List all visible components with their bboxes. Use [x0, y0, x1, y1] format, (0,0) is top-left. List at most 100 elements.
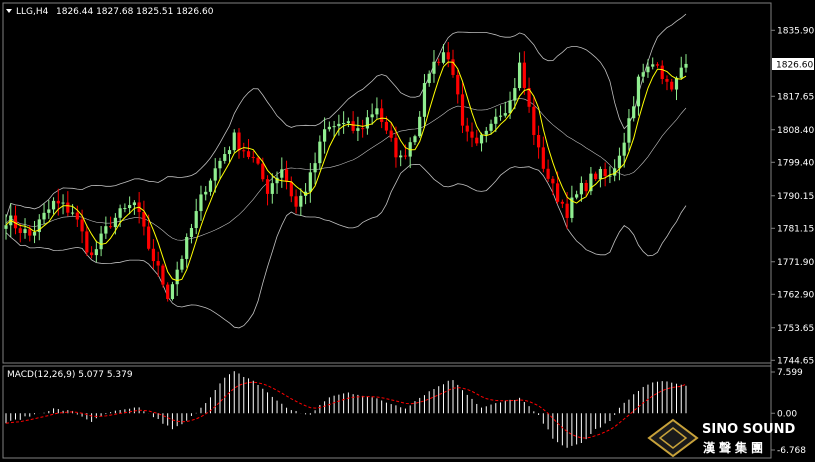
candle-body [655, 64, 660, 66]
candle-body [13, 215, 18, 229]
candle-body [508, 100, 512, 114]
candle-body [513, 88, 517, 101]
candle-body [418, 116, 422, 137]
ohlc-readout: 1826.44 1827.68 1825.51 1826.60 [56, 7, 214, 17]
candle-body [18, 228, 22, 234]
candle-body [113, 217, 117, 228]
candle-body [456, 74, 460, 95]
candle-body [256, 157, 260, 164]
candle-body [51, 200, 56, 210]
candle-body [579, 182, 583, 195]
candle-body [670, 81, 674, 90]
candle-body [422, 83, 427, 117]
price-tick-label: 1771.90 [777, 258, 814, 268]
candle-body [489, 123, 493, 131]
candle-body [89, 252, 94, 256]
candle-body [617, 155, 622, 169]
candle-body [389, 130, 393, 138]
candle-body [204, 191, 208, 195]
candle-body [85, 231, 89, 253]
candle-body [99, 233, 103, 250]
candle-body [42, 212, 46, 220]
candle-body [261, 163, 265, 180]
candle-body [75, 212, 79, 220]
candle-body [37, 219, 41, 233]
macd-tick-label: 0.00 [777, 409, 797, 419]
candle-body [551, 178, 555, 184]
logo-diamond-icon [647, 418, 699, 458]
candle-body [109, 226, 113, 228]
candle-body [342, 123, 346, 125]
candle-body [56, 200, 60, 204]
moving-average-line [5, 61, 687, 282]
candle-body [660, 65, 664, 79]
candle-body [399, 155, 403, 158]
candle-body [166, 284, 170, 299]
candle-body [437, 61, 441, 63]
candle-body [646, 66, 650, 73]
candle-body [565, 203, 569, 218]
candle-body [622, 142, 626, 156]
candle-body [318, 141, 322, 164]
candle-body [651, 64, 655, 67]
bollinger-bands [5, 13, 687, 329]
candle-body [432, 61, 436, 74]
logo-inner-diamond-icon [658, 427, 688, 449]
candle-body [384, 121, 389, 131]
candle-body [80, 219, 84, 232]
candle-body [208, 180, 213, 192]
macd-tick-label: 7.599 [777, 368, 803, 378]
candle-body [313, 163, 317, 173]
price-tick-label: 1744.65 [777, 356, 814, 366]
price-tick-label: 1753.65 [777, 324, 814, 334]
macd-series [5, 371, 687, 448]
candle-body [589, 173, 593, 192]
candle-body [594, 173, 598, 180]
candle-body [361, 128, 365, 130]
bollinger-lower-line [5, 163, 687, 329]
candle-body [337, 123, 341, 127]
candle-body [527, 87, 531, 107]
candle-body [147, 226, 151, 249]
candle-body [522, 62, 526, 88]
candle-body [251, 156, 255, 158]
candle-body [237, 132, 241, 151]
candle-body [608, 175, 612, 177]
candle-body [213, 168, 217, 181]
candle-body [465, 125, 469, 132]
current-price-label: 1826.60 [776, 61, 813, 71]
candle-body [570, 197, 574, 218]
candle-body [199, 194, 203, 212]
bollinger-middle-line [5, 98, 687, 241]
candle-body [636, 76, 641, 107]
price-tick-label: 1817.65 [777, 92, 814, 102]
brand-name-cn: 漢聲集團 [703, 440, 767, 455]
candle-body [346, 121, 350, 124]
candle-body [28, 229, 32, 236]
bollinger-upper-line [5, 13, 687, 219]
candle-body [460, 94, 465, 126]
candle-body [185, 236, 189, 259]
candle-body [441, 52, 446, 63]
candle-body [494, 116, 498, 124]
candle-body [641, 72, 645, 77]
candle-body [189, 228, 194, 237]
candle-body [299, 195, 303, 207]
candle-body [674, 77, 679, 90]
candle-body [546, 168, 550, 179]
symbol-dropdown-icon[interactable] [6, 9, 12, 13]
symbol-label: LLG,H4 [16, 7, 49, 17]
current-price-marker [772, 58, 814, 70]
price-tick-label: 1835.90 [777, 26, 814, 36]
brand-name-en: SINO SOUND [702, 422, 796, 437]
candle-body [365, 117, 369, 129]
candle-body [218, 160, 222, 169]
candle-body [223, 154, 227, 161]
candle-body [665, 78, 669, 82]
candle-body [356, 128, 360, 131]
macd-label: MACD(12,26,9) 5.077 5.379 [7, 370, 133, 380]
candle-body [684, 63, 688, 68]
candle-body [170, 284, 175, 299]
